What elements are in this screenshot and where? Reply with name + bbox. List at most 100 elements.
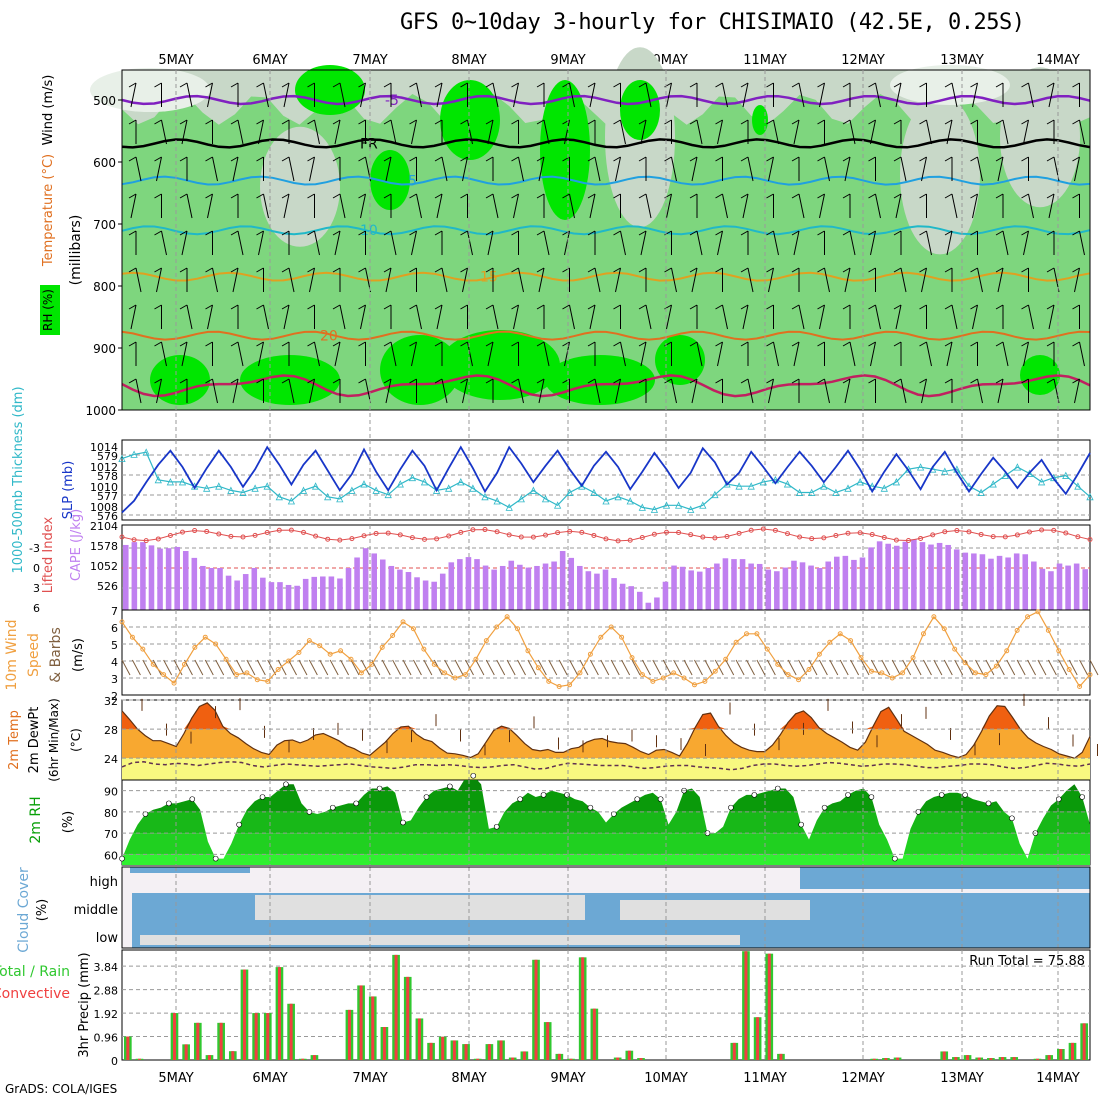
rh-band-80 xyxy=(122,790,1090,812)
rh-marker xyxy=(517,796,523,802)
wind-barb-flag xyxy=(791,341,800,347)
wind-axis-label: 10m Wind xyxy=(4,619,20,690)
date-label-top: 13MAY xyxy=(940,53,984,68)
cloud-axis-label: Cloud Cover xyxy=(16,867,32,953)
wind-barb-flag xyxy=(511,304,519,310)
precip-conv-bar xyxy=(1036,1058,1040,1060)
rh-90-patch xyxy=(150,355,210,405)
wind-barb-10m xyxy=(121,659,131,676)
wind-barb xyxy=(207,82,213,108)
precip-conv-bar xyxy=(756,1017,760,1060)
wind-barb xyxy=(135,156,142,182)
cape-tick-label: 526 xyxy=(97,580,118,593)
wind-barb-flag xyxy=(460,82,468,88)
wind-barb-flag xyxy=(307,304,315,310)
wind-barb-flag xyxy=(1072,156,1080,162)
wind-barb xyxy=(997,378,1004,404)
precip-conv-bar xyxy=(872,1058,876,1060)
wind-barb xyxy=(314,341,320,367)
wind-barb-10m xyxy=(766,659,776,676)
wind-marker xyxy=(733,639,739,645)
wind-barb-flag xyxy=(332,267,341,273)
wind-barb-flag xyxy=(307,156,315,162)
wind-barb-flag xyxy=(970,341,978,347)
cape-bar xyxy=(234,580,240,610)
wind-barb xyxy=(314,119,320,145)
wind-barb xyxy=(926,230,932,256)
page-title: GFS 0~10day 3-hourly for CHISIMAIO (42.5… xyxy=(400,10,1025,35)
cape-bar xyxy=(131,542,138,610)
wind-barb-10m xyxy=(1037,659,1047,676)
wind-barb xyxy=(339,82,346,108)
wind-barb-10m xyxy=(995,659,1005,676)
wind-barb-flag xyxy=(1072,267,1080,273)
wind-barb-flag xyxy=(638,82,647,88)
cloud-mid-gap-2 xyxy=(620,900,810,920)
cape-bar xyxy=(756,563,763,610)
wind-barb-flag xyxy=(536,378,545,384)
wind-marker xyxy=(379,644,385,650)
li-tick-label: 6 xyxy=(33,602,40,615)
cape-bar xyxy=(337,578,343,610)
wind-barb-flag xyxy=(893,82,902,88)
precip-conv-bar xyxy=(744,951,748,1060)
wind-marker xyxy=(390,633,396,638)
cape-bar xyxy=(320,576,326,610)
wind-barb-flag xyxy=(1046,267,1055,273)
wind-barb-flag xyxy=(485,156,494,162)
wind-barb-flag xyxy=(485,267,494,273)
thickness-marker xyxy=(578,482,586,490)
cape-bar xyxy=(362,548,369,610)
wind-barb-flag xyxy=(154,193,162,199)
wind-barb xyxy=(951,82,958,108)
precip-conv-bar xyxy=(977,1057,981,1060)
wind-barb xyxy=(696,230,703,256)
wind-barb-flag xyxy=(409,119,417,125)
wind-marker xyxy=(1035,609,1041,615)
cape-bar xyxy=(971,553,977,610)
wind-marker xyxy=(317,643,323,649)
cape-bar xyxy=(474,559,480,610)
wind-barb-10m xyxy=(329,659,339,676)
wind-barb xyxy=(594,378,601,404)
cape-bar xyxy=(371,553,377,610)
wind-barb-flag xyxy=(179,304,188,310)
wind-barb-flag xyxy=(868,230,876,236)
wind-barb xyxy=(360,193,366,219)
wind-barb xyxy=(462,378,468,404)
wind-barb xyxy=(594,156,601,182)
precip-conv-bar xyxy=(732,1042,736,1060)
wind-barb-flag xyxy=(154,267,162,273)
rh-70-area xyxy=(122,93,1090,411)
wind-barb xyxy=(186,193,193,219)
rh-90-patch xyxy=(655,335,705,385)
wind-barb-flag xyxy=(205,82,213,88)
wind-barb-flag xyxy=(995,304,1004,310)
wind-barb xyxy=(819,193,825,219)
wind-barb-flag xyxy=(1046,119,1055,125)
wind-barb xyxy=(390,230,397,256)
wind-barb-flag xyxy=(1046,341,1055,347)
wind-barb xyxy=(436,193,443,219)
cape-bar xyxy=(628,586,634,610)
cape-axis-label: CAPE (J/kg) xyxy=(69,509,84,581)
wind-barb-flag xyxy=(791,304,800,310)
wind-marker xyxy=(993,663,999,669)
cape-bar xyxy=(379,559,386,610)
wind-marker xyxy=(796,677,802,683)
wind-marker xyxy=(161,672,167,678)
wind-barb-flag xyxy=(791,267,800,273)
wind-barb-flag xyxy=(307,378,315,384)
cape-bar xyxy=(1073,563,1080,610)
cape-tick-label: 1052 xyxy=(90,560,118,573)
wind-barb-flag xyxy=(613,230,621,236)
cape-bar xyxy=(1031,561,1037,610)
wind-barb-flag xyxy=(358,341,366,347)
wind-barb-flag xyxy=(638,119,647,125)
wind-marker xyxy=(462,672,468,678)
wind-barb-flag xyxy=(791,156,800,162)
wind-barb-flag xyxy=(332,341,341,347)
rh-marker xyxy=(845,792,851,798)
wind-barb-10m xyxy=(756,659,766,676)
wind-barb xyxy=(441,378,448,404)
